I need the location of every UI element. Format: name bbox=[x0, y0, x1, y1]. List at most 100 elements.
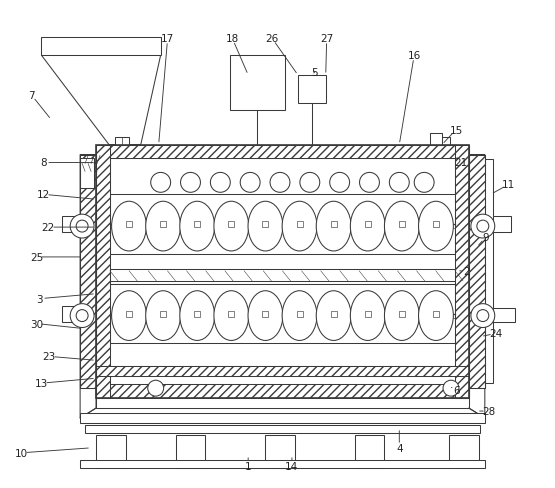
Circle shape bbox=[360, 173, 380, 193]
Bar bbox=[365, 311, 371, 317]
Text: 14: 14 bbox=[285, 461, 299, 471]
Bar bbox=[433, 222, 439, 227]
Text: 10: 10 bbox=[15, 448, 28, 458]
Ellipse shape bbox=[350, 202, 385, 251]
Text: 18: 18 bbox=[226, 34, 239, 44]
Text: 25: 25 bbox=[30, 252, 43, 263]
Ellipse shape bbox=[316, 291, 351, 341]
Circle shape bbox=[477, 221, 489, 233]
Text: 26: 26 bbox=[265, 34, 279, 44]
Text: 8: 8 bbox=[40, 158, 47, 168]
Ellipse shape bbox=[146, 291, 180, 341]
Circle shape bbox=[471, 215, 495, 239]
Bar bbox=[80, 155, 96, 388]
Circle shape bbox=[148, 381, 164, 396]
Text: 22: 22 bbox=[42, 223, 55, 233]
Text: 27: 27 bbox=[320, 34, 334, 44]
Text: 11: 11 bbox=[502, 180, 515, 190]
Bar bbox=[298, 76, 326, 103]
Circle shape bbox=[70, 215, 94, 239]
Polygon shape bbox=[469, 155, 485, 418]
Circle shape bbox=[76, 221, 88, 233]
Bar bbox=[80, 460, 485, 468]
Bar bbox=[175, 435, 205, 468]
Bar bbox=[331, 222, 337, 227]
Bar bbox=[449, 435, 479, 468]
Ellipse shape bbox=[180, 202, 215, 251]
Text: 13: 13 bbox=[35, 378, 48, 388]
Text: 28: 28 bbox=[482, 406, 496, 416]
Circle shape bbox=[70, 304, 94, 328]
Text: 9: 9 bbox=[482, 233, 489, 243]
Bar bbox=[355, 435, 385, 468]
Ellipse shape bbox=[385, 291, 419, 341]
Ellipse shape bbox=[112, 202, 147, 251]
Text: 17: 17 bbox=[161, 34, 174, 44]
Bar bbox=[110, 195, 455, 254]
Bar bbox=[493, 217, 511, 233]
Bar bbox=[80, 413, 485, 423]
Bar bbox=[436, 137, 450, 145]
Polygon shape bbox=[42, 56, 160, 145]
Circle shape bbox=[270, 173, 290, 193]
Bar bbox=[96, 435, 126, 468]
Text: 16: 16 bbox=[407, 51, 421, 61]
Bar bbox=[96, 366, 469, 376]
Bar bbox=[455, 145, 469, 398]
Circle shape bbox=[443, 381, 459, 396]
Bar bbox=[493, 308, 514, 322]
Text: 12: 12 bbox=[37, 190, 50, 200]
Bar bbox=[62, 217, 78, 233]
Bar bbox=[126, 222, 132, 227]
Bar bbox=[469, 155, 485, 388]
Text: 30: 30 bbox=[30, 319, 43, 329]
Bar bbox=[70, 220, 84, 232]
Bar bbox=[263, 222, 269, 227]
Bar bbox=[399, 311, 405, 317]
Text: 4: 4 bbox=[396, 443, 402, 453]
Circle shape bbox=[477, 310, 489, 322]
Bar bbox=[160, 222, 166, 227]
Text: 6: 6 bbox=[453, 386, 460, 395]
Bar bbox=[126, 311, 132, 317]
Circle shape bbox=[471, 304, 495, 328]
Polygon shape bbox=[80, 155, 96, 418]
Ellipse shape bbox=[282, 202, 317, 251]
Bar bbox=[85, 425, 480, 433]
Ellipse shape bbox=[146, 202, 180, 251]
Ellipse shape bbox=[418, 202, 453, 251]
Ellipse shape bbox=[248, 291, 283, 341]
Ellipse shape bbox=[282, 291, 317, 341]
Bar bbox=[115, 137, 129, 145]
Bar bbox=[228, 311, 234, 317]
Ellipse shape bbox=[180, 291, 215, 341]
Ellipse shape bbox=[214, 202, 249, 251]
Circle shape bbox=[414, 173, 434, 193]
Circle shape bbox=[210, 173, 230, 193]
Text: 24: 24 bbox=[489, 329, 502, 339]
Bar bbox=[96, 366, 469, 408]
Circle shape bbox=[330, 173, 350, 193]
Bar bbox=[399, 222, 405, 227]
Bar bbox=[96, 145, 110, 398]
Bar bbox=[230, 56, 285, 111]
Ellipse shape bbox=[248, 202, 283, 251]
Bar bbox=[433, 311, 439, 317]
Bar bbox=[80, 159, 94, 189]
Circle shape bbox=[300, 173, 320, 193]
Bar bbox=[70, 309, 84, 321]
Bar bbox=[80, 155, 96, 388]
Ellipse shape bbox=[316, 202, 351, 251]
Bar bbox=[430, 133, 442, 145]
Ellipse shape bbox=[112, 291, 147, 341]
Bar bbox=[265, 435, 295, 468]
Text: 15: 15 bbox=[450, 125, 463, 135]
Bar bbox=[62, 306, 78, 322]
Circle shape bbox=[76, 310, 88, 322]
Text: 3: 3 bbox=[36, 294, 43, 304]
Text: 1: 1 bbox=[245, 461, 251, 471]
Circle shape bbox=[390, 173, 409, 193]
Bar bbox=[485, 160, 493, 384]
Ellipse shape bbox=[385, 202, 419, 251]
Bar bbox=[96, 385, 469, 398]
